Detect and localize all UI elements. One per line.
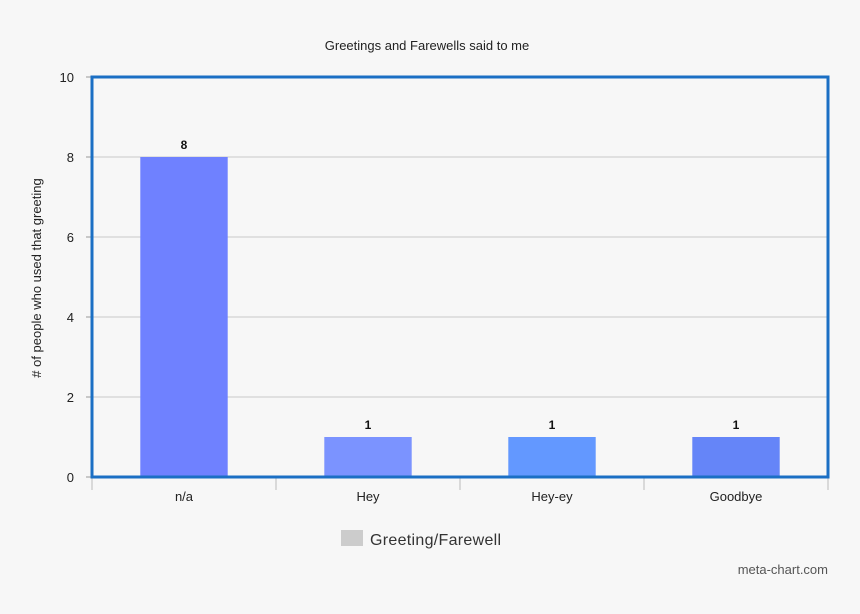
y-ticks: 0 2 4 6 8 10 xyxy=(60,70,92,485)
bars xyxy=(140,157,780,477)
y-tick-label: 4 xyxy=(67,310,74,325)
credit-text: meta-chart.com xyxy=(738,562,828,577)
y-axis-label: # of people who used that greeting xyxy=(29,178,44,377)
data-label: 8 xyxy=(181,138,188,152)
plot-frame xyxy=(90,75,830,479)
x-tick-label: n/a xyxy=(175,489,194,504)
x-tick-label: Hey xyxy=(356,489,380,504)
y-tick-label: 10 xyxy=(60,70,74,85)
y-tick-label: 8 xyxy=(67,150,74,165)
bar-n-a xyxy=(140,157,228,477)
y-tick-label: 2 xyxy=(67,390,74,405)
data-label: 1 xyxy=(549,418,556,432)
legend: Greeting/Farewell xyxy=(341,530,501,549)
data-label: 1 xyxy=(365,418,372,432)
bar-goodbye xyxy=(692,437,780,477)
x-ticks: n/a Hey Hey-ey Goodbye xyxy=(91,477,829,504)
data-labels: 8 1 1 1 xyxy=(181,138,740,432)
x-tick-label: Hey-ey xyxy=(531,489,573,504)
legend-label: Greeting/Farewell xyxy=(370,532,501,549)
x-tick-label: Goodbye xyxy=(710,489,763,504)
data-label: 1 xyxy=(733,418,740,432)
bar-hey xyxy=(324,437,412,477)
chart-title: Greetings and Farewells said to me xyxy=(325,38,529,53)
legend-swatch xyxy=(341,530,363,546)
y-tick-label: 0 xyxy=(67,470,74,485)
bar-hey-ey xyxy=(508,437,596,477)
y-tick-label: 6 xyxy=(67,230,74,245)
